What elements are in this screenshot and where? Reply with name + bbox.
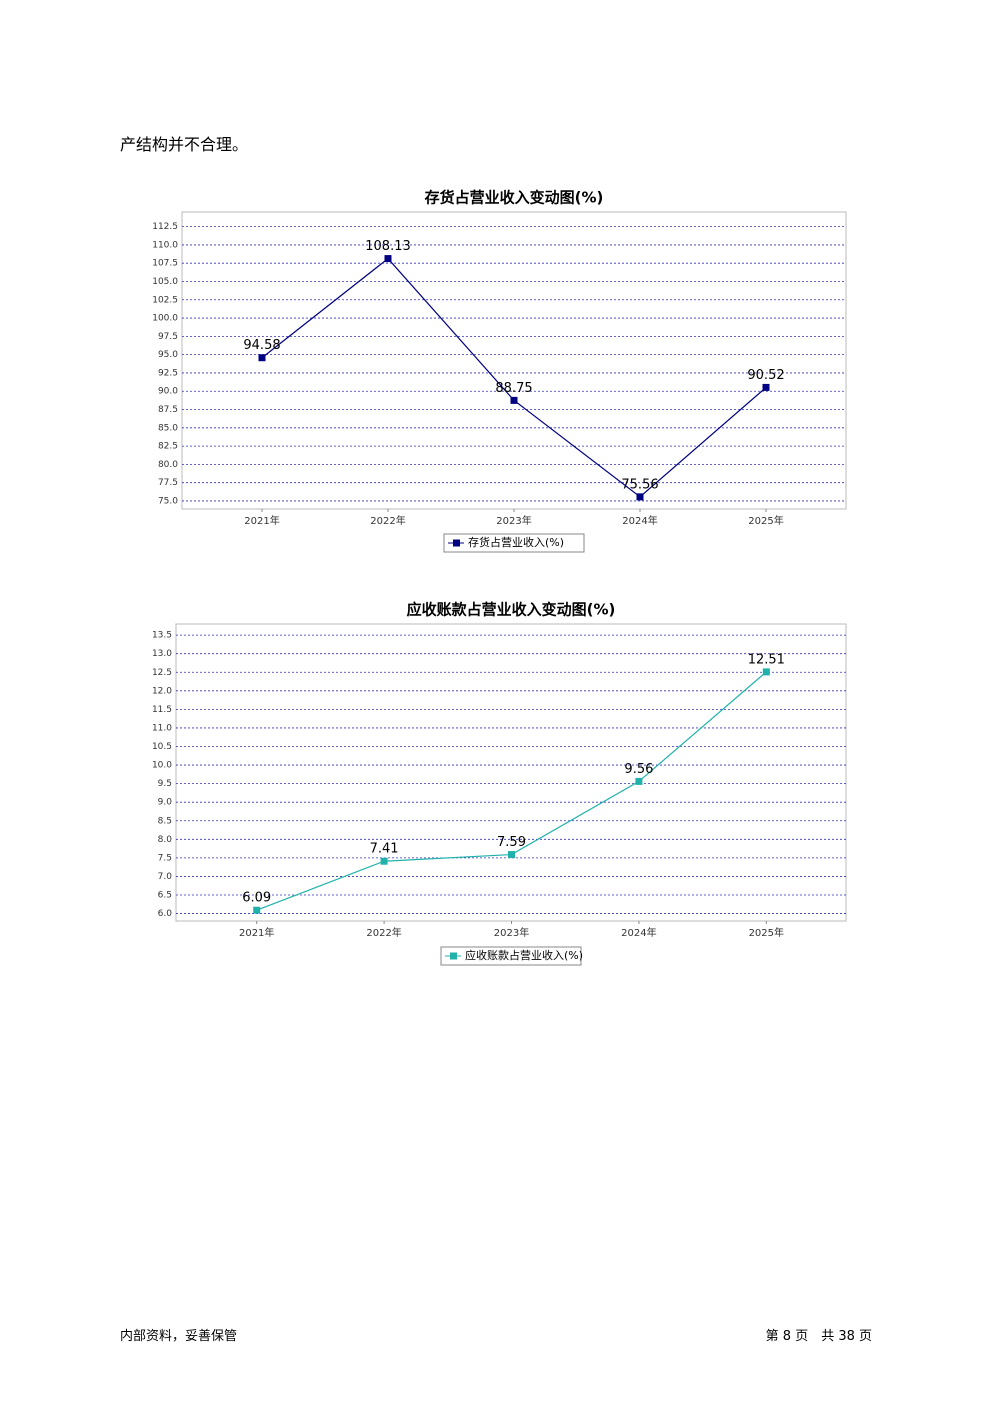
point [258, 354, 266, 362]
y-tick-label: 11.5 [152, 705, 172, 715]
value-label: 7.41 [370, 842, 399, 857]
legend-marker [453, 539, 460, 547]
legend-label: 应收账款占营业收入(%) [465, 948, 583, 962]
chart-title: 应收账款占营业收入变动图(%) [407, 601, 616, 619]
y-tick-label: 80.0 [158, 460, 178, 470]
plot-area [175, 623, 847, 922]
y-tick-label: 12.5 [152, 668, 172, 678]
y-tick-label: 95.0 [158, 350, 178, 360]
y-tick-label: 6.5 [158, 891, 172, 901]
legend-box [443, 533, 585, 553]
value-label: 12.51 [748, 652, 785, 667]
point [762, 383, 770, 391]
y-tick-label: 110.0 [152, 240, 178, 250]
y-tick-label: 9.5 [158, 779, 172, 789]
value-label: 88.75 [495, 381, 532, 396]
y-tick-label: 75.0 [158, 496, 178, 506]
value-label: 6.09 [242, 891, 271, 906]
plot-area [181, 211, 847, 510]
x-tick-label: 2022年 [366, 926, 401, 939]
y-tick-label: 105.0 [152, 277, 178, 287]
y-tick-label: 6.0 [158, 909, 173, 919]
body-text: 产结构并不合理。 [120, 135, 249, 154]
legend-label: 存货占营业收入(%) [468, 535, 564, 549]
y-tick-label: 9.0 [158, 798, 173, 808]
x-tick-label: 2022年 [370, 514, 405, 527]
y-tick-label: 107.5 [152, 259, 178, 269]
point [635, 777, 643, 785]
y-tick-label: 8.5 [158, 816, 172, 826]
y-tick-label: 13.0 [152, 649, 172, 659]
y-tick-label: 11.0 [152, 723, 172, 733]
y-tick-label: 112.5 [152, 222, 178, 232]
charts: 存货占营业收入变动图(%) 75.0 77.5 80.0 82.5 85.0 87.5 90.… [152, 189, 847, 966]
chart-title: 存货占营业收入变动图(%) [425, 189, 604, 207]
footer-left: 内部资料，妥善保管 [120, 1329, 238, 1344]
y-tick-label: 8.0 [158, 835, 173, 845]
value-label: 94.58 [243, 338, 280, 353]
y-tick-label: 87.5 [158, 405, 178, 415]
legend-marker [450, 952, 457, 960]
point [762, 668, 770, 676]
x-tick-label: 2025年 [748, 514, 783, 527]
value-label: 9.56 [624, 762, 653, 777]
y-tick-label: 10.5 [152, 742, 172, 752]
y-tick-label: 97.5 [158, 332, 178, 342]
point [380, 857, 388, 865]
y-tick-label: 7.0 [158, 872, 173, 882]
y-tick-label: 100.0 [152, 314, 178, 324]
value-label: 108.13 [365, 239, 411, 254]
x-tick-label: 2025年 [749, 926, 784, 939]
x-tick-label: 2024年 [621, 926, 656, 939]
y-tick-label: 13.5 [152, 631, 172, 641]
y-tick-label: 92.5 [158, 368, 178, 378]
point [253, 906, 261, 914]
x-tick-label: 2024年 [622, 514, 657, 527]
y-tick-label: 7.5 [158, 853, 172, 863]
y-tick-label: 12.0 [152, 686, 172, 696]
y-tick-label: 102.5 [152, 295, 178, 305]
x-tick-label: 2021年 [244, 514, 279, 527]
y-tick-label: 90.0 [158, 387, 178, 397]
y-tick-label: 10.0 [152, 761, 172, 771]
x-tick-label: 2021年 [239, 926, 274, 939]
value-label: 90.52 [747, 368, 784, 383]
x-tick-label: 2023年 [496, 514, 531, 527]
legend-box [440, 946, 582, 966]
point [636, 493, 644, 501]
y-tick-label: 77.5 [158, 478, 178, 488]
point [510, 396, 518, 404]
point [508, 851, 515, 859]
y-tick-label: 85.0 [158, 423, 178, 433]
point [384, 255, 392, 263]
value-label: 7.59 [497, 835, 526, 850]
value-label: 75.56 [621, 477, 658, 492]
x-tick-label: 2023年 [494, 926, 529, 939]
footer-right: 第 8 页 共 38 页 [765, 1329, 872, 1344]
y-tick-label: 82.5 [158, 442, 178, 452]
